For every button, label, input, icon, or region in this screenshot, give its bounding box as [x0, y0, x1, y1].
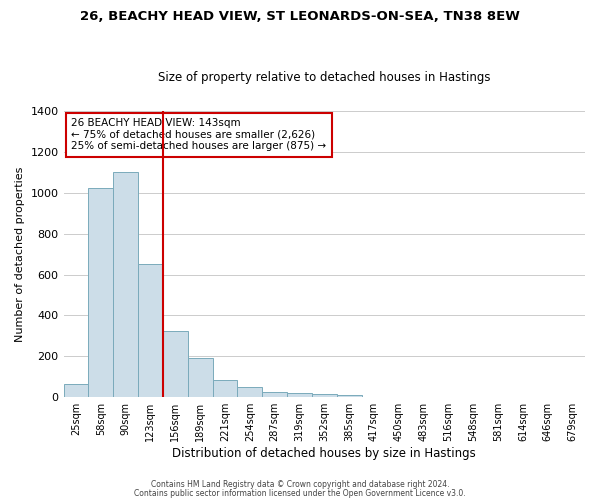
X-axis label: Distribution of detached houses by size in Hastings: Distribution of detached houses by size …: [172, 447, 476, 460]
Bar: [113, 172, 138, 397]
Bar: [337, 395, 362, 397]
Bar: [312, 394, 337, 397]
Y-axis label: Number of detached properties: Number of detached properties: [15, 166, 25, 342]
Bar: [138, 264, 163, 397]
Text: Contains public sector information licensed under the Open Government Licence v3: Contains public sector information licen…: [134, 488, 466, 498]
Bar: [188, 358, 212, 397]
Bar: [212, 380, 238, 397]
Title: Size of property relative to detached houses in Hastings: Size of property relative to detached ho…: [158, 70, 491, 84]
Bar: [163, 331, 188, 397]
Bar: [88, 188, 113, 397]
Bar: [64, 384, 88, 397]
Text: 26, BEACHY HEAD VIEW, ST LEONARDS-ON-SEA, TN38 8EW: 26, BEACHY HEAD VIEW, ST LEONARDS-ON-SEA…: [80, 10, 520, 23]
Text: Contains HM Land Registry data © Crown copyright and database right 2024.: Contains HM Land Registry data © Crown c…: [151, 480, 449, 489]
Text: 26 BEACHY HEAD VIEW: 143sqm
← 75% of detached houses are smaller (2,626)
25% of : 26 BEACHY HEAD VIEW: 143sqm ← 75% of det…: [71, 118, 326, 152]
Bar: [262, 392, 287, 397]
Bar: [238, 387, 262, 397]
Bar: [287, 393, 312, 397]
